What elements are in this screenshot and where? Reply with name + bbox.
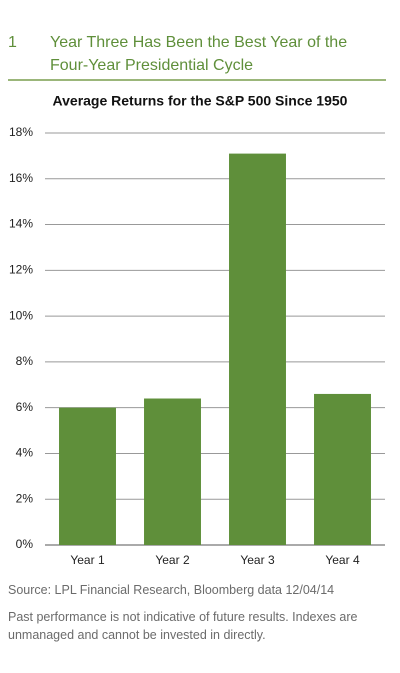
y-tick-label: 14% bbox=[9, 217, 33, 231]
y-tick-label: 10% bbox=[9, 308, 33, 322]
y-tick-label: 18% bbox=[9, 125, 33, 139]
source: Source: LPL Financial Research, Bloomber… bbox=[8, 583, 335, 597]
x-tick-label: Year 2 bbox=[155, 553, 190, 567]
header-title: Year Three Has Been the Best Year of the bbox=[50, 34, 347, 51]
y-tick-label: 16% bbox=[9, 171, 33, 185]
x-tick-label: Year 3 bbox=[240, 553, 275, 567]
bar bbox=[59, 407, 116, 545]
x-tick-label: Year 1 bbox=[70, 553, 105, 567]
x-tick-label: Year 4 bbox=[325, 553, 360, 567]
bar bbox=[314, 393, 371, 545]
y-tick-label: 0% bbox=[16, 537, 34, 551]
chart-title: Average Returns for the S&P 500 Since 19… bbox=[53, 93, 348, 109]
bar bbox=[144, 398, 201, 545]
figure-number: 1 bbox=[8, 34, 17, 51]
header-title: Four-Year Presidential Cycle bbox=[50, 57, 253, 74]
y-tick-label: 4% bbox=[16, 446, 34, 460]
bar bbox=[229, 153, 286, 545]
y-tick-label: 2% bbox=[16, 491, 34, 505]
y-tick-label: 8% bbox=[16, 354, 34, 368]
y-tick-label: 6% bbox=[16, 400, 34, 414]
note: Past performance is not indicative of fu… bbox=[8, 610, 358, 642]
chart: 1 Year Three Has Been the Best Year of t… bbox=[8, 34, 386, 567]
y-tick-label: 12% bbox=[9, 263, 33, 277]
